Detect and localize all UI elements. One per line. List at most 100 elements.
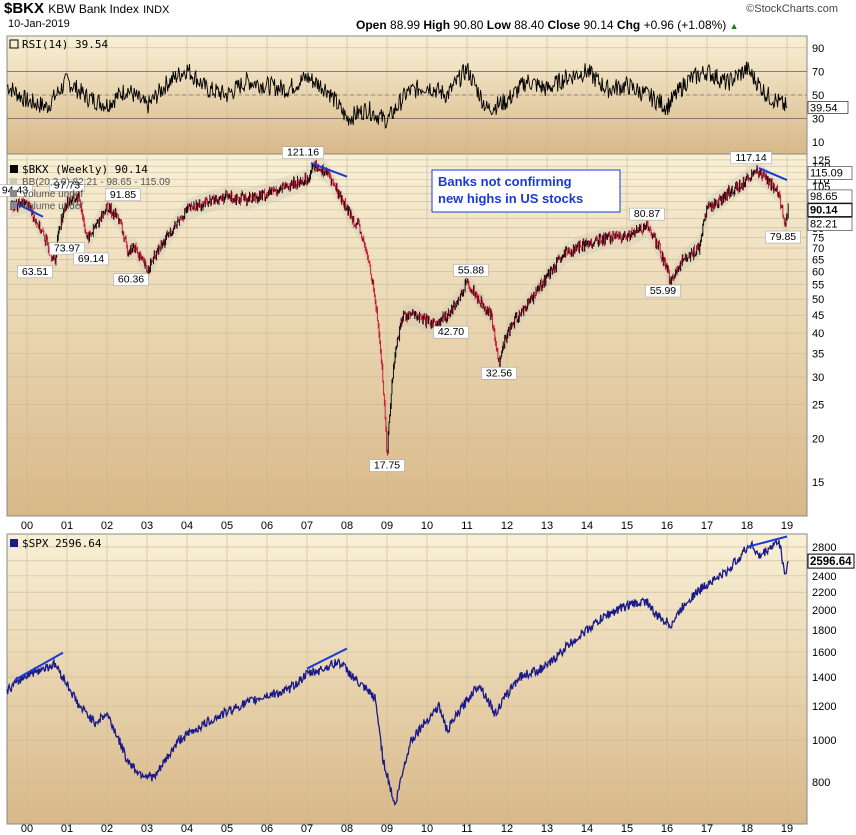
price-label-117.14: 117.14 [735,152,766,164]
price-y-tick-55: 55 [812,280,824,292]
price-x-tick-00: 00 [21,520,33,532]
price-label-60.36: 60.36 [118,274,144,286]
rsi-current-box [807,101,849,114]
spx-y-tick-800: 800 [812,777,830,789]
rsi-y-tick-70: 70 [812,66,824,78]
spx-line [6,538,789,806]
price-label-box-55.99 [645,284,681,298]
spx-y-tick-2200: 2200 [812,587,836,599]
price-x-tick-16: 16 [661,520,673,532]
index-name: KBW Bank Index [48,2,139,16]
price-x-tick-04: 04 [181,520,193,532]
price-x-tick-10: 10 [421,520,433,532]
price-label-79.85: 79.85 [770,231,796,243]
spx-current-label: 2596.64 [810,556,852,568]
price-y-tick-30: 30 [812,372,824,384]
chg-label: Chg [616,18,641,32]
low-label: Low [486,18,511,32]
price-label-box-17.75 [369,459,405,472]
spx-trendline-0 [14,651,64,681]
spx-x-tick-13: 13 [541,823,553,835]
spx-title-text: $SPX 2596.64 [22,537,102,550]
price-label-box-117.14 [730,151,772,165]
price-label-box-63.51 [17,265,53,279]
price-label-91.85: 91.85 [110,189,136,201]
grid-layer [7,36,807,824]
price-x-tick-17: 17 [701,520,713,532]
spx-y-tick-2800: 2800 [812,542,836,554]
rsi-title-text: RSI(14) 39.54 [22,38,108,51]
price-label-97.73: 97.73 [54,179,80,191]
spx-x-tick-02: 02 [101,823,113,835]
open-label: Open [356,18,387,32]
price-label-box-80.87 [629,207,665,221]
volume-legend-icon-1 [10,190,17,197]
high-value: 90.80 [453,18,484,32]
up-arrow-icon: ▲ [729,21,739,31]
price-x-tick-06: 06 [261,520,273,532]
price-x-tick-15: 15 [621,520,633,532]
price-x-tick-12: 12 [501,520,513,532]
price-y-tick-65: 65 [812,254,824,266]
rsi-legend-icon [9,39,19,49]
spx-trendline-2 [746,535,788,548]
price-x-tick-19: 19 [781,520,793,532]
spx-y-tick-1600: 1600 [812,647,836,659]
price-right-box-98.65 [807,189,853,204]
spx-y-tick-1200: 1200 [812,701,836,713]
price-label-box-73.97 [49,242,85,255]
spx-x-tick-19: 19 [781,823,793,835]
open-value: 88.99 [390,18,421,32]
close-value: 90.14 [583,18,614,32]
rsi-y-tick-30: 30 [812,114,824,126]
spx-x-tick-09: 09 [381,823,393,835]
rsi-y-tick-90: 90 [812,43,824,55]
price-x-tick-02: 02 [101,520,113,532]
exchange: INDX [143,4,170,16]
price-x-tick-05: 05 [221,520,233,532]
high-label: High [423,18,451,32]
price-trendline-1 [310,162,348,178]
price-x-tick-13: 13 [541,520,553,532]
price-x-tick-01: 01 [61,520,73,532]
spx-x-tick-17: 17 [701,823,713,835]
spx-x-tick-07: 07 [301,823,313,835]
rsi-line [6,61,788,129]
price-label-121.16: 121.16 [287,147,319,159]
rsi-y-tick-10: 10 [812,137,824,149]
spx-y-tick-1400: 1400 [812,672,836,684]
spx-x-tick-01: 01 [61,823,73,835]
price-y-tick-75: 75 [812,233,824,245]
price-label-box-121.16 [282,146,324,159]
chg-value: +0.96 (+1.08%) [643,18,727,32]
price-y-tick-20: 20 [812,433,824,445]
bb-legend-text: BB(20,2.0) 82.21 - 98.65 - 115.09 [22,177,171,188]
symbol-title: $BKX KBW Bank Index INDX [4,0,169,17]
brand-label[interactable]: ©StockCharts.com [746,3,838,15]
spx-x-tick-16: 16 [661,823,673,835]
spx-x-tick-06: 06 [261,823,273,835]
spx-y-tick-1000: 1000 [812,735,836,747]
price-label-55.99: 55.99 [650,285,676,297]
spx-y-tick-1800: 1800 [812,625,836,637]
price-y-tick-15: 15 [812,477,824,489]
spx-x-tick-10: 10 [421,823,433,835]
price-y-tick-70: 70 [812,243,824,255]
price-label-box-42.70 [433,325,469,339]
spx-title: $SPX 2596.64 [10,537,102,550]
price-label-80.87: 80.87 [634,208,660,220]
price-label-box-97.73 [49,179,85,192]
spx-legend-icon [10,539,18,547]
rsi-y-tick-50: 50 [812,90,824,102]
volume-legend-icon-2 [10,202,17,209]
low-value: 88.40 [514,18,545,32]
price-right-label-82.21: 82.21 [810,219,838,231]
close-label: Close [547,18,581,32]
quote-row: Open 88.99 High 90.80 Low 88.40 Close 90… [356,18,739,32]
price-label-55.88: 55.88 [458,264,484,276]
price-label-32.56: 32.56 [486,367,512,379]
price-y-tick-40: 40 [812,328,824,340]
price-y-tick-35: 35 [812,348,824,360]
price-label-box-79.85 [765,230,801,244]
